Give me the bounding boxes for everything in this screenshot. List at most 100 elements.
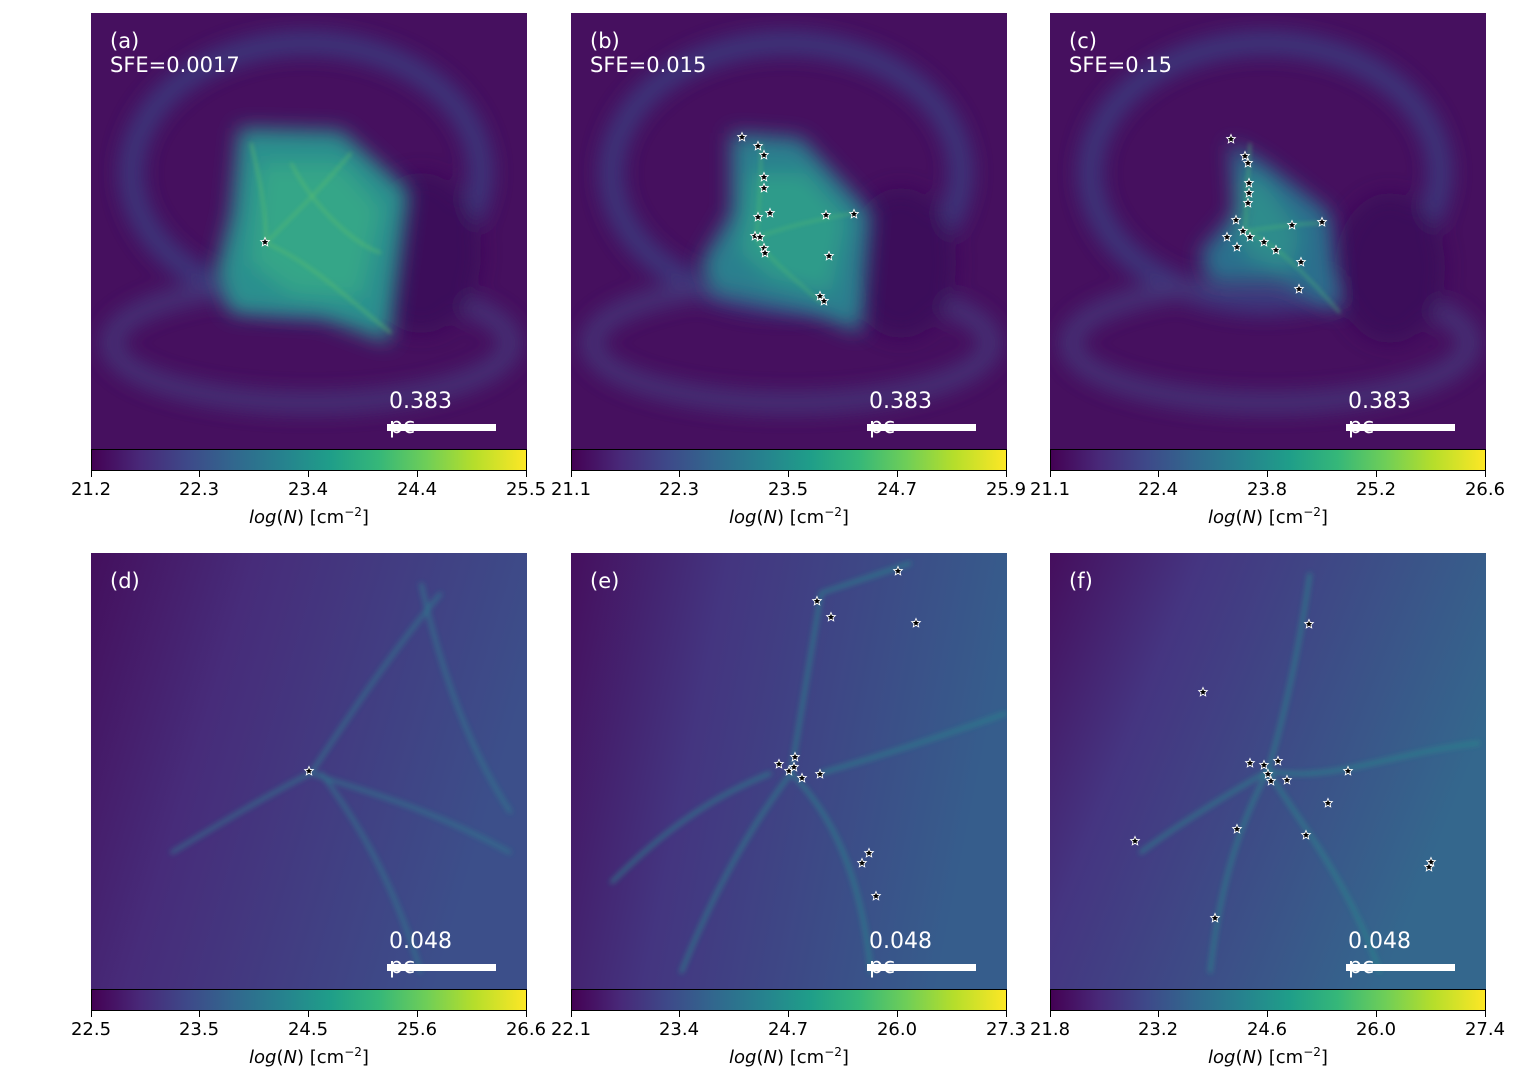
sink-particle-star-icon [758,171,770,182]
colorbar-tick [91,471,92,477]
colorbar-tick [199,471,200,477]
colorbar-tick-label: 24.7 [767,1019,809,1040]
colorbar-tick [1485,471,1486,477]
sink-particle-star-icon [1129,835,1141,846]
colorbar-axis-label: log(N) [cm−2] [1208,1045,1328,1068]
colorbar-tick-label: 23.4 [287,479,329,500]
colorbar-tick [897,1011,898,1017]
colorbar [1050,989,1486,1011]
colorbar-tick [788,1011,789,1017]
colorbar-tick-label: 22.4 [1137,479,1179,500]
sink-particle-star-icon [1295,256,1307,267]
colorbar-tick [679,471,680,477]
sink-particle-star-icon [870,890,882,901]
colorbar [91,449,527,471]
colorbar-tick [1267,471,1268,477]
colorbar-tick [308,471,309,477]
colorbar-tick-label: 21.2 [70,479,112,500]
colorbar-tick-label: 23.2 [1137,1019,1179,1040]
sink-particle-star-icon [796,772,808,783]
sink-particle-star-icon [758,149,770,160]
colorbar-tick-label: 22.3 [658,479,700,500]
colorbar-tick [417,1011,418,1017]
colorbar [1050,449,1486,471]
scale-bar [867,964,976,971]
scale-bar-label: 0.048 pc [869,929,932,979]
colorbar-tick-label: 25.5 [505,479,547,500]
colorbar-tick-label: 22.5 [70,1019,112,1040]
sink-particle-star-icon [759,247,771,258]
sink-particle-star-icon [1244,757,1256,768]
panel-label: (a) SFE=0.0017 [110,29,240,77]
colorbar-tick [1376,471,1377,477]
sink-particle-star-icon [1322,797,1334,808]
colorbar-tick [1006,471,1007,477]
colorbar-tick [788,471,789,477]
colorbar-tick-label: 22.3 [178,479,220,500]
colorbar-tick [308,1011,309,1017]
panel-label: (b) SFE=0.015 [590,29,707,77]
sink-particle-star-icon [856,857,868,868]
colorbar-tick-label: 26.6 [1464,479,1506,500]
density-map-b [571,13,1007,449]
sink-particle-star-icon [1237,225,1249,236]
sink-particle-star-icon [1244,231,1256,242]
sink-particle-star-icon [1303,618,1315,629]
sink-particle-star-icon [863,847,875,858]
sink-particle-star-icon [1209,912,1221,923]
sink-particle-star-icon [1230,214,1242,225]
colorbar [571,449,1007,471]
sink-particle-star-icon [848,208,860,219]
sink-particle-star-icon [303,765,315,776]
colorbar-tick-label: 23.5 [178,1019,220,1040]
scale-bar-label: 0.383 pc [869,389,932,439]
sink-particle-star-icon [1242,197,1254,208]
colorbar-tick-label: 23.8 [1246,479,1288,500]
sink-particle-star-icon [814,768,826,779]
sink-particle-star-icon [1225,133,1237,144]
sink-particle-star-icon [1258,236,1270,247]
colorbar-tick [1376,1011,1377,1017]
sink-particle-star-icon [754,231,766,242]
sink-particle-star-icon [1243,177,1255,188]
colorbar-tick [199,1011,200,1017]
sink-particle-star-icon [823,250,835,261]
colorbar-tick-label: 24.4 [396,479,438,500]
density-map-a [91,13,527,449]
density-map-c [1050,13,1486,449]
sink-particle-star-icon [1243,187,1255,198]
sink-particle-star-icon [1342,765,1354,776]
panel-label: (f) [1069,569,1093,593]
sink-particle-star-icon [1258,759,1270,770]
sink-particle-star-icon [1197,686,1209,697]
scale-bar [1346,964,1455,971]
colorbar-tick-label: 24.7 [876,479,918,500]
colorbar-tick-label: 27.3 [985,1019,1027,1040]
colorbar-tick-label: 24.5 [287,1019,329,1040]
sink-particle-star-icon [1281,774,1293,785]
sink-particle-star-icon [1272,755,1284,766]
sink-particle-star-icon [736,131,748,142]
sink-particle-star-icon [910,617,922,628]
scale-bar [387,424,496,431]
panel-label: (e) [590,569,620,593]
colorbar-tick-label: 25.6 [396,1019,438,1040]
sink-particle-star-icon [1231,823,1243,834]
colorbar-tick-label: 23.4 [658,1019,700,1040]
colorbar-tick-label: 26.0 [876,1019,918,1040]
scale-bar [1346,424,1455,431]
sink-particle-star-icon [1242,157,1254,168]
colorbar-axis-label: log(N) [cm−2] [1208,505,1328,528]
colorbar-tick [1267,1011,1268,1017]
sink-particle-star-icon [814,290,826,301]
sink-particle-star-icon [820,209,832,220]
colorbar-tick [91,1011,92,1017]
star-markers-b [736,131,860,306]
sink-particle-star-icon [818,295,830,306]
sink-particle-star-icon [259,236,271,247]
sink-particle-star-icon [1221,231,1233,242]
colorbar-axis-label: log(N) [cm−2] [249,1045,369,1068]
panel-label: (d) [110,569,140,593]
sink-particle-star-icon [1231,241,1243,252]
colorbar-tick [897,471,898,477]
